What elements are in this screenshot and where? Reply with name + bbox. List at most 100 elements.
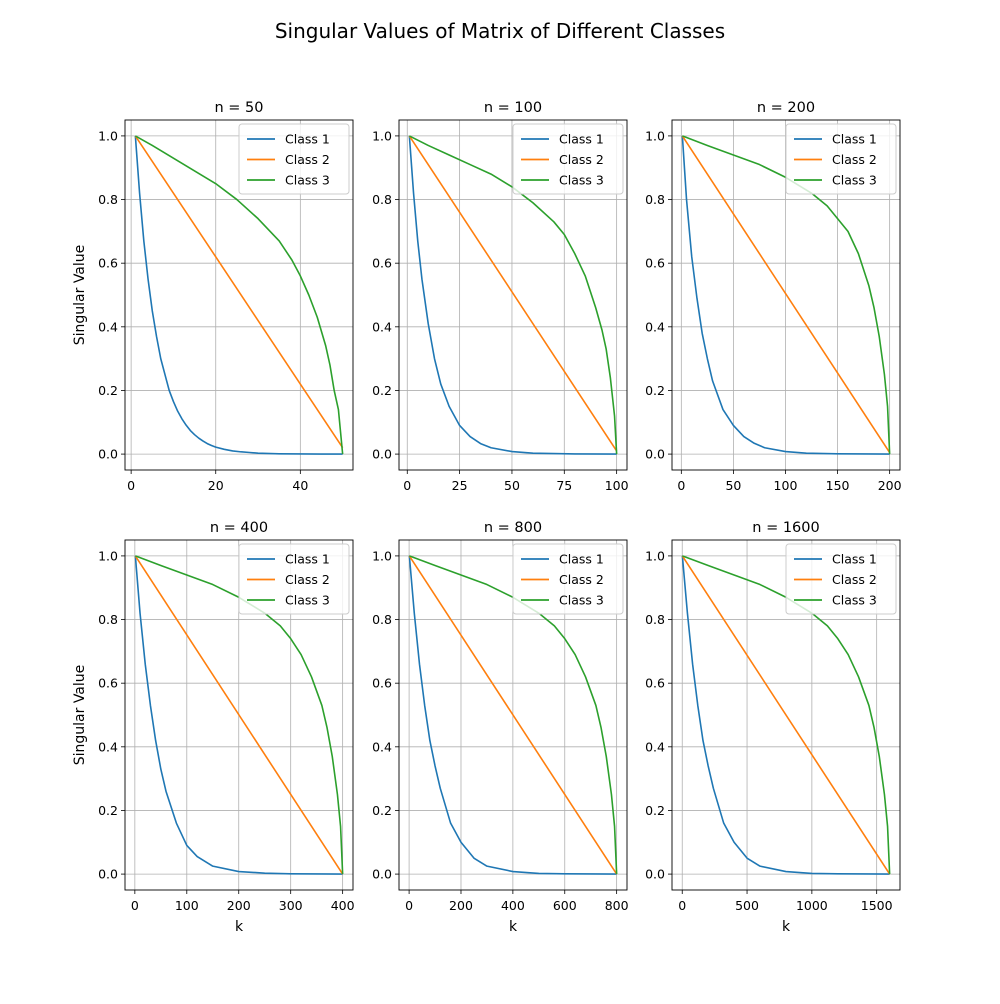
series-line-class-1 (134, 555, 343, 875)
legend-box (238, 123, 350, 195)
x-tick-label: 1000 (796, 898, 828, 913)
subplot-title: n = 50 (214, 100, 263, 116)
y-tick-label: 1.0 (372, 128, 392, 143)
y-tick-label: 0.2 (98, 803, 118, 818)
subplot-n-1600: 0 500 1000 1500 0.0 0.2 0.4 0.6 0.8 1.0 n = 1600 k C… (645, 520, 901, 935)
subplot-n-200: 0 50 100 150 200 0.0 0.2 0.4 0.6 0.8 1.0 n = 200 Cla… (645, 100, 902, 493)
series-line-class-2 (681, 135, 891, 453)
x-tick-label: 200 (878, 478, 902, 493)
x-tick-label: 0 (131, 898, 139, 913)
x-tick-label: 200 (449, 898, 473, 913)
x-tick-label: 400 (501, 898, 525, 913)
x-axis-label: k (509, 919, 518, 935)
y-tick-label: 0.0 (645, 447, 665, 462)
x-tick-label: 0 (405, 898, 413, 913)
legend-label: Class 3 (559, 173, 604, 188)
y-tick-label: 0.2 (645, 383, 665, 398)
series-line-class-2 (408, 555, 618, 875)
legend: Class 1 Class 2 Class 3 (785, 543, 897, 615)
x-axis-label: k (235, 919, 244, 935)
y-tick-label: 0.6 (372, 676, 392, 691)
y-tick-label: 0.2 (372, 803, 392, 818)
series-line-class-1 (408, 135, 617, 455)
legend-label: Class 1 (559, 132, 604, 147)
x-tick-label: 500 (735, 898, 759, 913)
y-tick-label: 1.0 (645, 128, 665, 143)
subplot-n-100: 0 25 50 75 100 0.0 0.2 0.4 0.6 0.8 1.0 n = 100 Class… (372, 100, 629, 493)
x-tick-label: 100 (774, 478, 798, 493)
y-axis-label: Singular Value (72, 245, 88, 346)
series-line-class-2 (408, 135, 618, 452)
x-tick-label: 100 (605, 478, 629, 493)
legend-label: Class 3 (285, 173, 330, 188)
subplot-title: n = 400 (210, 520, 268, 536)
subplot-title: n = 100 (484, 100, 542, 116)
legend-box (785, 543, 897, 615)
y-tick-label: 0.8 (98, 612, 118, 627)
axes-frame (671, 119, 901, 471)
y-tick-label: 0.2 (372, 383, 392, 398)
x-tick-label: 50 (504, 478, 520, 493)
x-tick-label: 50 (725, 478, 741, 493)
y-tick-label: 1.0 (372, 548, 392, 563)
y-tick-label: 0.8 (645, 612, 665, 627)
legend-label: Class 2 (559, 572, 604, 587)
y-tick-label: 0.0 (372, 447, 392, 462)
y-tick-label: 0.4 (98, 319, 118, 334)
y-tick-label: 0.4 (372, 739, 392, 754)
subplot-title: n = 800 (484, 520, 542, 536)
legend: Class 1 Class 2 Class 3 (512, 123, 624, 195)
y-tick-label: 0.6 (645, 676, 665, 691)
subplot-n-400: 0 100 200 300 400 0.0 0.2 0.4 0.6 0.8 1.0 n = 400 Si… (72, 520, 355, 935)
legend-label: Class 3 (559, 593, 604, 608)
y-tick-label: 0.2 (645, 803, 665, 818)
x-tick-label: 150 (826, 478, 850, 493)
x-tick-label: 40 (292, 478, 308, 493)
y-tick-label: 0.8 (645, 192, 665, 207)
y-tick-label: 1.0 (98, 548, 118, 563)
series-line-class-2 (134, 555, 344, 875)
series-line-class-3 (134, 135, 344, 455)
y-tick-label: 0.0 (645, 867, 665, 882)
y-tick-label: 0.8 (372, 192, 392, 207)
legend: Class 1 Class 2 Class 3 (238, 543, 350, 615)
y-axis-label: Singular Value (72, 665, 88, 766)
y-tick-label: 0.2 (98, 383, 118, 398)
legend-label: Class 2 (285, 572, 330, 587)
legend-label: Class 3 (285, 593, 330, 608)
series-line-class-3 (682, 555, 891, 875)
series-line-class-2 (681, 555, 891, 875)
series-line-class-1 (681, 555, 890, 875)
legend-label: Class 1 (832, 132, 877, 147)
y-tick-label: 1.0 (98, 128, 118, 143)
axes-frame (398, 119, 628, 471)
legend-label: Class 1 (832, 552, 877, 567)
x-tick-label: 75 (556, 478, 572, 493)
y-tick-label: 0.0 (98, 447, 118, 462)
series-line-class-1 (681, 135, 890, 455)
axes-frame (671, 539, 901, 891)
x-tick-label: 0 (677, 478, 685, 493)
series-line-class-1 (408, 555, 617, 875)
y-tick-label: 1.0 (645, 548, 665, 563)
legend-box (512, 123, 624, 195)
x-tick-label: 25 (452, 478, 468, 493)
series-line-class-3 (408, 135, 618, 455)
x-tick-label: 200 (227, 898, 251, 913)
subplot-title: n = 1600 (752, 520, 819, 536)
legend-box (238, 543, 350, 615)
legend-label: Class 2 (832, 152, 877, 167)
y-tick-label: 0.8 (98, 192, 118, 207)
x-tick-label: 400 (331, 898, 355, 913)
y-tick-label: 0.6 (98, 256, 118, 271)
x-tick-label: 800 (605, 898, 629, 913)
x-tick-label: 20 (208, 478, 224, 493)
subplot-n-800: 0 200 400 600 800 0.0 0.2 0.4 0.6 0.8 1.0 n = 800 k C… (372, 520, 629, 935)
x-axis-label: k (782, 919, 791, 935)
figure-title: Singular Values of Matrix of Different C… (275, 19, 725, 43)
x-tick-label: 1500 (861, 898, 893, 913)
series-line-class-3 (135, 555, 344, 875)
x-tick-label: 600 (553, 898, 577, 913)
